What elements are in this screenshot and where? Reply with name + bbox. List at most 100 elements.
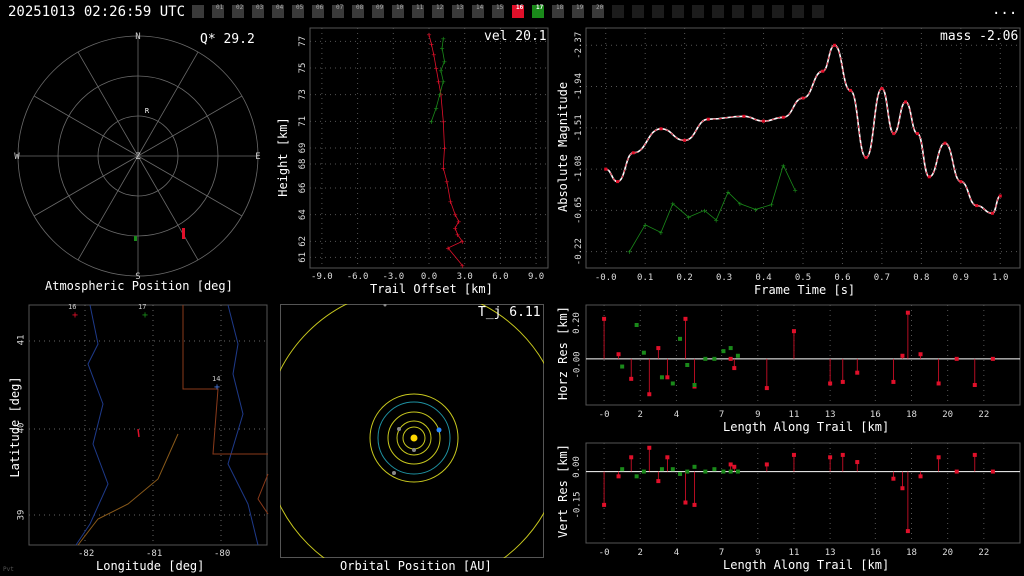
- atmos-radiant-mark: R: [145, 107, 150, 115]
- camera-slot[interactable]: 05: [292, 4, 304, 18]
- camera-slot[interactable]: [652, 5, 664, 18]
- map-river-east: [227, 304, 259, 546]
- camera-slot[interactable]: 07: [332, 4, 344, 18]
- horz-point: [791, 329, 796, 334]
- camera-slot[interactable]: 14: [472, 4, 484, 18]
- horz-point: [732, 366, 737, 371]
- vert-point: [665, 455, 670, 460]
- camera-slot[interactable]: 20: [592, 4, 604, 18]
- camera-slot[interactable]: 09: [372, 4, 384, 18]
- camera-slot[interactable]: 17: [532, 4, 544, 18]
- camera-slot[interactable]: [812, 5, 824, 18]
- orbit-outer-ring: [280, 304, 544, 558]
- camera-slot[interactable]: 01: [212, 4, 224, 18]
- camera-slot[interactable]: [692, 5, 704, 18]
- horz-point: [918, 352, 923, 357]
- mag-red-point: [762, 119, 766, 123]
- horz-point: [629, 376, 634, 381]
- vert-point: [732, 464, 737, 469]
- horz-point: [665, 375, 670, 380]
- trail-point: +: [429, 40, 434, 49]
- orbit-planet-1: [397, 427, 401, 431]
- orbit-plot[interactable]: [280, 304, 544, 558]
- camera-slot[interactable]: 16: [512, 4, 524, 18]
- camera-slot-label: 19: [576, 4, 584, 11]
- camera-slot[interactable]: 18: [552, 4, 564, 18]
- mag-red-point: [821, 69, 825, 73]
- horz-point: [828, 381, 833, 386]
- vert-xlabel: Length Along Trail [km]: [723, 558, 890, 572]
- atmos-south: S: [135, 272, 140, 282]
- map-frame: [28, 304, 268, 546]
- camera-slot[interactable]: 13: [452, 4, 464, 18]
- atmos-cam16-track: [182, 228, 185, 239]
- mag-green-point: +: [670, 200, 675, 209]
- vert-res-plot[interactable]: -0 2 4 7 9 11 13 16 18 20 22: [580, 442, 1022, 558]
- camera-slot[interactable]: [752, 5, 764, 18]
- camera-slot[interactable]: [632, 5, 644, 18]
- trail-point: +: [453, 224, 458, 233]
- vert-xtick: -0: [599, 548, 610, 558]
- camera-slot[interactable]: 08: [352, 4, 364, 18]
- camera-slot[interactable]: [192, 5, 204, 18]
- camera-slot[interactable]: 04: [272, 4, 284, 18]
- vert-point: [703, 469, 708, 474]
- mag-red-point: [801, 96, 805, 100]
- atmos-plot[interactable]: N S E W Z R: [10, 28, 270, 284]
- camera-slot[interactable]: [672, 5, 684, 18]
- horz-point: [647, 392, 652, 397]
- map-fireball-track: [137, 428, 140, 438]
- camera-slot[interactable]: 12: [432, 4, 444, 18]
- trail-point: +: [441, 117, 446, 126]
- horz-ylabel: Horz Res [km]: [556, 306, 570, 400]
- vert-xtick: 20: [942, 548, 953, 558]
- mag-xtick: 1.0: [992, 273, 1008, 283]
- camera-slot[interactable]: 10: [392, 4, 404, 18]
- camera-slot-label: 13: [456, 4, 464, 11]
- camera-slot-label: 05: [296, 4, 304, 11]
- camera-slot[interactable]: [612, 5, 624, 18]
- camera-slot[interactable]: 06: [312, 4, 324, 18]
- trail-point: +: [460, 237, 465, 246]
- orbit-mars-ring: [377, 401, 451, 475]
- camera-slot-label: 01: [216, 4, 224, 11]
- camera-slot[interactable]: [712, 5, 724, 18]
- mag-green-point: +: [702, 206, 707, 215]
- horz-point: [678, 336, 683, 341]
- trail-point: +: [448, 197, 453, 206]
- mag-red-point: [975, 204, 979, 208]
- horz-xtick: 2: [638, 410, 643, 420]
- vert-point: [656, 479, 661, 484]
- trail-xtick: -6.0: [347, 272, 369, 282]
- camera-slot[interactable]: 11: [412, 4, 424, 18]
- mag-ylabel: Absolute Magnitude: [556, 81, 570, 212]
- horz-point: [728, 356, 733, 361]
- vert-point: [891, 476, 896, 481]
- map-plot[interactable]: 16 + 17 + 14 +: [28, 304, 270, 548]
- horz-res-plot[interactable]: -0 2 4 7 9 11 13 16 18 20 22: [580, 304, 1022, 420]
- camera-slot[interactable]: 03: [252, 4, 264, 18]
- camera-slot[interactable]: [792, 5, 804, 18]
- menu-button[interactable]: ...: [992, 2, 1018, 18]
- camera-slot[interactable]: [732, 5, 744, 18]
- vert-frame: [585, 442, 1021, 544]
- camera-slot[interactable]: 02: [232, 4, 244, 18]
- horz-point: [728, 346, 733, 351]
- orbit-jupiter-ring: [369, 393, 459, 483]
- horz-point: [620, 364, 625, 369]
- mag-red-point: [959, 180, 963, 184]
- map-station-14-marker: +: [214, 382, 220, 393]
- map-ytick-0: 41: [16, 334, 27, 346]
- trail-point: +: [429, 117, 434, 126]
- trail-point: +: [453, 211, 458, 220]
- magnitude-plot[interactable]: -2.37 -1.94 -1.51 -1.08 -0.65 -0.22 -0.0 0.1 0.…: [560, 26, 1022, 286]
- camera-slot[interactable]: 15: [492, 4, 504, 18]
- mag-green-point: +: [643, 221, 648, 230]
- camera-slot[interactable]: [772, 5, 784, 18]
- mag-green-point: +: [737, 200, 742, 209]
- vert-point: [641, 469, 646, 474]
- camera-slot[interactable]: 19: [572, 4, 584, 18]
- trail-plot[interactable]: 77 75 73 71 69 68 66 64 62 61 -9.0 -6.0 -3.0 0.0 3.0 6…: [276, 26, 552, 286]
- mag-red-point: [998, 194, 1002, 198]
- mag-xtick: 0.1: [637, 273, 653, 283]
